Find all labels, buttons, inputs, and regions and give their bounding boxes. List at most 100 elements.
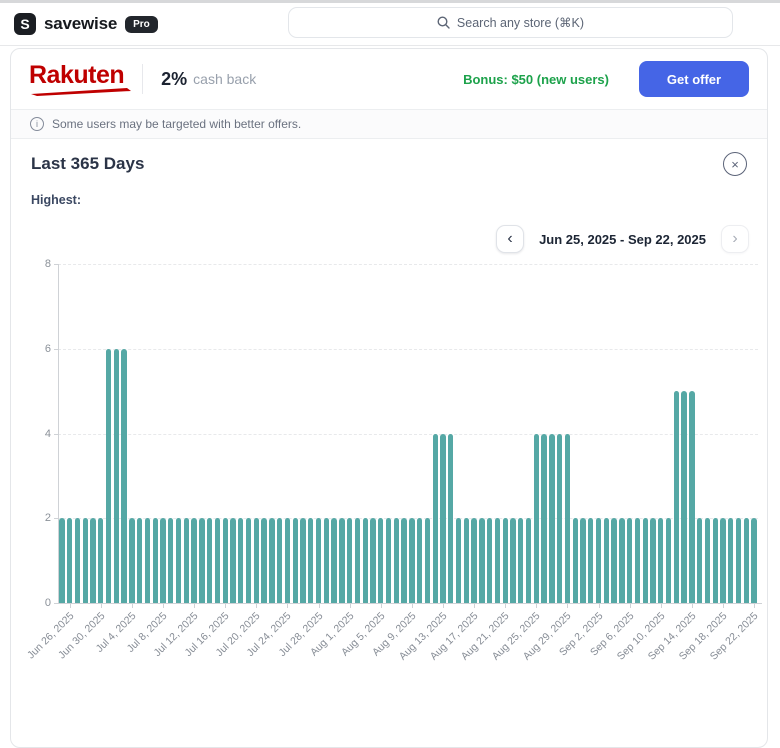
bar[interactable] xyxy=(603,518,610,603)
bar[interactable] xyxy=(370,518,376,603)
bar[interactable] xyxy=(323,518,330,603)
bar[interactable] xyxy=(448,433,454,603)
bar[interactable] xyxy=(199,518,205,603)
bar[interactable] xyxy=(362,518,368,603)
bar[interactable] xyxy=(720,518,726,603)
bar[interactable] xyxy=(331,518,337,603)
bar[interactable] xyxy=(424,518,431,603)
x-axis-label: Sep 18, 2025 xyxy=(676,610,730,663)
bar[interactable] xyxy=(292,518,298,603)
bar[interactable] xyxy=(144,518,151,603)
bar[interactable] xyxy=(533,433,540,603)
bar[interactable] xyxy=(152,518,158,603)
bar[interactable] xyxy=(689,391,695,603)
bar[interactable] xyxy=(129,518,135,603)
bar[interactable] xyxy=(751,518,757,603)
history-panel: Last 365 Days × Highest: xyxy=(11,139,767,207)
bar[interactable] xyxy=(136,518,143,603)
search-icon xyxy=(437,16,450,29)
bar[interactable] xyxy=(308,518,314,603)
bar[interactable] xyxy=(471,518,477,603)
bar[interactable] xyxy=(455,518,462,603)
bar[interactable] xyxy=(440,433,446,603)
bar[interactable] xyxy=(743,518,750,603)
chevron-right-icon[interactable]: › xyxy=(721,225,749,253)
bar[interactable] xyxy=(183,518,190,603)
bar[interactable] xyxy=(619,518,625,603)
bar[interactable] xyxy=(191,518,197,603)
bar[interactable] xyxy=(339,518,345,603)
bar[interactable] xyxy=(238,518,244,603)
bar[interactable] xyxy=(650,518,656,603)
bar[interactable] xyxy=(269,518,275,603)
bar[interactable] xyxy=(572,518,578,603)
bar[interactable] xyxy=(206,518,213,603)
bar[interactable] xyxy=(113,348,120,603)
bar[interactable] xyxy=(401,518,407,603)
close-icon[interactable]: × xyxy=(723,152,747,176)
bar[interactable] xyxy=(300,518,306,603)
get-offer-button[interactable]: Get offer xyxy=(639,61,749,97)
bar[interactable] xyxy=(59,518,65,603)
bar[interactable] xyxy=(681,391,687,603)
bar[interactable] xyxy=(261,518,267,603)
bar[interactable] xyxy=(90,518,96,603)
bar[interactable] xyxy=(245,518,252,603)
bar[interactable] xyxy=(588,518,594,603)
bar[interactable] xyxy=(432,433,438,603)
bar[interactable] xyxy=(580,518,586,603)
bar[interactable] xyxy=(541,433,547,603)
bar[interactable] xyxy=(642,518,648,603)
bar[interactable] xyxy=(525,518,532,603)
bar[interactable] xyxy=(214,518,221,603)
bar[interactable] xyxy=(105,348,112,603)
bar[interactable] xyxy=(121,348,127,603)
chevron-left-icon[interactable]: ‹ xyxy=(496,225,525,253)
bar[interactable] xyxy=(378,518,384,603)
search-input[interactable]: Search any store (⌘K) xyxy=(288,7,733,38)
bar[interactable] xyxy=(595,518,602,603)
bar[interactable] xyxy=(611,518,617,603)
bar[interactable] xyxy=(549,433,555,603)
bar[interactable] xyxy=(354,518,361,603)
bar[interactable] xyxy=(160,518,166,603)
bar[interactable] xyxy=(253,518,260,603)
bar[interactable] xyxy=(486,518,493,603)
bar[interactable] xyxy=(634,518,641,603)
bar[interactable] xyxy=(315,518,322,603)
bar[interactable] xyxy=(175,518,182,603)
bar[interactable] xyxy=(230,518,236,603)
bar[interactable] xyxy=(728,518,734,603)
bar[interactable] xyxy=(416,518,423,603)
bar[interactable] xyxy=(98,518,104,603)
bar[interactable] xyxy=(74,518,81,603)
bar[interactable] xyxy=(712,518,718,603)
bar[interactable] xyxy=(665,518,672,603)
bar[interactable] xyxy=(696,518,703,603)
bar[interactable] xyxy=(66,518,73,603)
bar[interactable] xyxy=(168,518,174,603)
bar[interactable] xyxy=(658,518,664,603)
bar[interactable] xyxy=(222,518,228,603)
bar[interactable] xyxy=(82,518,88,603)
bar[interactable] xyxy=(284,518,291,603)
bar[interactable] xyxy=(276,518,283,603)
bar[interactable] xyxy=(735,518,742,603)
app-logo[interactable]: S savewise Pro xyxy=(14,13,158,35)
bar[interactable] xyxy=(564,433,571,603)
bar[interactable] xyxy=(673,391,680,603)
bar[interactable] xyxy=(510,518,516,603)
bar[interactable] xyxy=(479,518,485,603)
bar[interactable] xyxy=(346,518,353,603)
bar[interactable] xyxy=(409,518,415,603)
bar[interactable] xyxy=(393,518,400,603)
bar[interactable] xyxy=(385,518,392,603)
bar[interactable] xyxy=(556,433,563,603)
bar[interactable] xyxy=(626,518,633,603)
bar[interactable] xyxy=(518,518,524,603)
bar[interactable] xyxy=(463,518,470,603)
rakuten-store-logo[interactable]: Rakuten xyxy=(29,62,131,96)
bar[interactable] xyxy=(704,518,711,603)
bar[interactable] xyxy=(502,518,508,603)
bar[interactable] xyxy=(494,518,501,603)
